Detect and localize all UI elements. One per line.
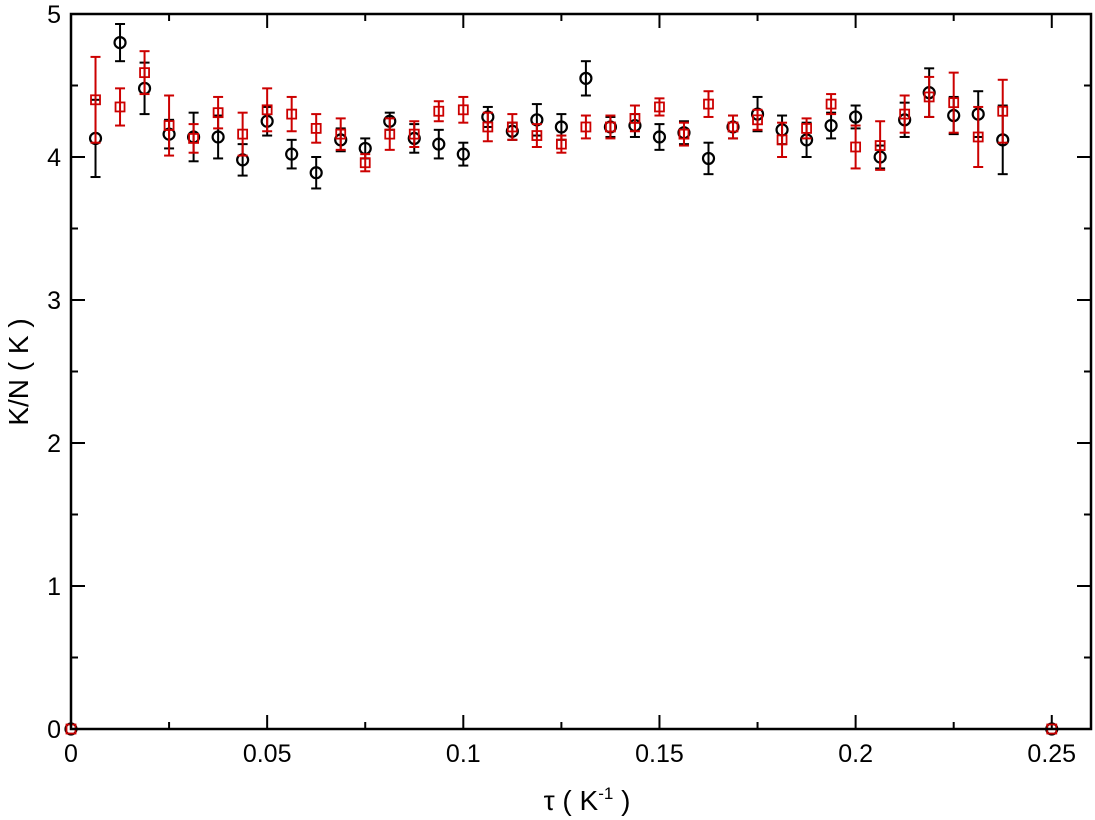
data-point-square — [923, 91, 935, 103]
x-axis-label-main: τ ( K — [544, 785, 599, 816]
y-tick-label: 0 — [47, 716, 61, 744]
y-tick-label: 2 — [47, 430, 61, 458]
x-tick-label: 0.1 — [446, 740, 481, 768]
data-point-square — [948, 97, 960, 109]
data-point-square — [408, 128, 420, 140]
x-tick-label: 0 — [64, 740, 78, 768]
data-point-square — [776, 134, 788, 146]
data-point-circle — [113, 35, 127, 50]
data-point-square — [801, 123, 812, 134]
data-point-circle — [432, 137, 446, 151]
data-point-square — [555, 138, 567, 150]
y-tick-label: 1 — [47, 573, 61, 601]
x-axis-label: τ ( K-1 ) — [544, 784, 631, 816]
series-square — [65, 50, 1058, 735]
data-point-square — [629, 112, 641, 124]
data-point-square — [384, 128, 396, 140]
data-point-circle — [456, 147, 470, 161]
data-point-square — [310, 123, 322, 134]
data-point-square — [212, 107, 224, 119]
data-point-square — [850, 141, 862, 153]
data-point-circle — [211, 130, 225, 144]
x-axis-label-end: ) — [613, 785, 630, 816]
data-point-square — [605, 121, 616, 133]
data-point-square — [335, 128, 347, 140]
data-point-circle — [554, 120, 568, 134]
data-point-square — [972, 131, 984, 143]
data-point-circle — [701, 151, 716, 166]
data-point-square — [237, 128, 249, 140]
data-point-square — [188, 133, 199, 144]
data-point-square — [261, 104, 273, 116]
data-point-square — [874, 140, 886, 151]
major-ticks — [70, 13, 1091, 730]
data-point-square — [899, 108, 911, 120]
data-point-square — [506, 121, 518, 133]
x-tick-labels: 0 0.05 0.1 0.15 0.2 0.25 — [64, 740, 1076, 768]
data-point-square — [752, 114, 763, 126]
data-point-square — [580, 121, 592, 133]
minor-ticks — [71, 14, 1091, 729]
data-point-square — [433, 105, 445, 117]
data-point-square — [163, 120, 175, 131]
x-tick-label: 0.05 — [243, 740, 292, 768]
data-point-square — [286, 108, 298, 120]
data-point-square — [727, 121, 739, 133]
data-point-square — [114, 101, 126, 113]
data-point-square — [531, 130, 543, 141]
data-point-square — [678, 128, 690, 140]
y-tick-label: 3 — [47, 287, 61, 315]
y-axis-label: K/N ( K ) — [3, 318, 34, 425]
data-point-circle — [579, 71, 593, 85]
data-point-square — [359, 157, 371, 169]
y-tick-label: 5 — [47, 1, 61, 29]
data-point-square — [654, 101, 665, 113]
data-point-circle — [309, 166, 323, 180]
series-layer — [64, 23, 1059, 736]
data-point-circle — [824, 118, 838, 133]
x-tick-label: 0.2 — [838, 740, 873, 768]
data-point-square — [482, 121, 494, 133]
data-point-circle — [652, 130, 667, 144]
y-tick-labels: 0 1 2 3 4 5 — [47, 1, 61, 744]
x-tick-label: 0.25 — [1027, 740, 1076, 768]
x-axis-label-superscript: -1 — [598, 784, 613, 803]
data-point-square — [139, 67, 150, 79]
x-tick-label: 0.15 — [635, 740, 684, 768]
plot-frame — [69, 12, 1093, 731]
data-point-circle — [849, 110, 863, 124]
data-point-square — [457, 104, 469, 116]
data-point-square — [825, 98, 837, 110]
data-point-square — [997, 105, 1009, 117]
data-point-circle — [285, 147, 299, 161]
y-tick-label: 4 — [47, 144, 61, 172]
series-circle — [64, 23, 1059, 736]
data-point-square — [703, 98, 714, 110]
data-point-square — [90, 94, 101, 106]
